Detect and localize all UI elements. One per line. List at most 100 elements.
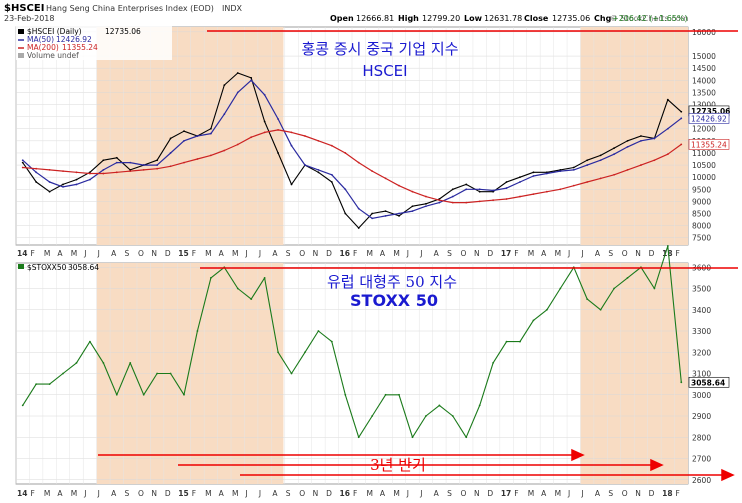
stoxx50-point [169, 372, 172, 375]
hscei-point [357, 227, 360, 229]
hscei-x-tick-label: S [286, 249, 291, 258]
hscei-point [425, 205, 427, 208]
stoxx50-x-tick-label: J [97, 489, 100, 498]
hscei-point [586, 181, 589, 183]
hscei-x-tick-label: M [44, 249, 50, 258]
hscei-x-tick-label: J [580, 249, 583, 258]
stoxx50-point [156, 372, 159, 375]
hscei-x-tick-label: A [541, 249, 547, 258]
stoxx50-point [21, 404, 24, 407]
hscei-point [411, 210, 414, 212]
hscei-x-tick-label: F [30, 249, 34, 258]
hscei-point [183, 161, 185, 164]
hscei-point [48, 181, 51, 183]
hscei-point [196, 135, 199, 137]
hscei-x-tick-label: M [232, 249, 238, 258]
hscei-point [586, 164, 589, 166]
hscei-price-box [688, 139, 730, 150]
hscei-point [478, 200, 481, 203]
stoxx50-point [425, 415, 427, 417]
stoxx50-x-tick-label: A [541, 489, 547, 498]
hscei-x-tick-label: 14 [17, 249, 27, 258]
stoxx50-y-tick-label: 2700 [692, 455, 711, 464]
stoxx50-y-tick-label: 2900 [692, 412, 711, 421]
stoxx50-point [250, 298, 253, 301]
hscei-point [451, 195, 454, 198]
open-label: Open [330, 14, 354, 23]
hscei-point [250, 136, 253, 139]
hscei-point [613, 153, 615, 156]
hscei-x-tick-label: M [366, 249, 372, 258]
hscei-point [599, 154, 602, 157]
hscei-point [532, 193, 535, 196]
hscei-point [142, 164, 145, 166]
hscei-point [129, 161, 132, 164]
hscei-point [75, 171, 78, 174]
hscei-x-tick-label: O [138, 249, 144, 258]
stoxx50-x-tick-label: J [580, 489, 583, 498]
hscei-point [35, 167, 38, 170]
hscei-point [236, 72, 239, 74]
hscei-x-tick-label: J [419, 249, 422, 258]
hscei-point [62, 183, 64, 186]
hscei-point [304, 135, 306, 137]
hscei-point [156, 159, 159, 162]
hscei-x-tick-label: A [434, 249, 440, 258]
chg-label: Chg [594, 14, 612, 23]
stoxx50-x-tick-label: S [125, 489, 130, 498]
hscei-x-tick-label: J [258, 249, 261, 258]
hscei-point [236, 143, 239, 146]
hscei-point [129, 170, 132, 173]
hscei-point [559, 188, 562, 191]
stoxx50-x-tick-label: J [83, 489, 86, 498]
hscei-x-tick-label: O [461, 249, 467, 258]
stoxx50-x-tick-label: A [272, 489, 278, 498]
stoxx50-x-tick-label: A [219, 489, 225, 498]
hscei-point [89, 178, 91, 181]
legend-stoxx-name: $STOXX50 [27, 263, 67, 272]
hscei-x-tick-label: N [151, 249, 157, 258]
hscei-point [451, 201, 454, 204]
hscei-point [613, 147, 615, 150]
hscei-highlight-band-1 [96, 27, 284, 245]
stoxx50-y-tick-label: 3400 [692, 306, 711, 315]
hscei-point [102, 159, 105, 162]
stoxx50-price-box [688, 376, 730, 388]
stoxx50-point [505, 340, 508, 343]
hscei-x-tick-label: O [299, 249, 305, 258]
stoxx50-point [532, 319, 535, 322]
hscei-point [263, 131, 266, 134]
hscei-point [357, 207, 360, 210]
stoxx50-point [344, 393, 347, 396]
low-label: Low [464, 14, 483, 23]
hscei-point [411, 205, 414, 208]
top-title-korean: 홍콩 증시 중국 기업 지수 [301, 40, 458, 58]
hscei-point [250, 79, 253, 82]
hscei-point [666, 127, 669, 130]
hscei-panel: 7500800085009000950010000105001100011500… [15, 26, 730, 258]
hscei-point [371, 212, 374, 215]
hscei-x-tick-label: J [244, 249, 247, 258]
hscei-x-tick-label: S [447, 249, 452, 258]
hscei-x-tick-label: N [635, 249, 641, 258]
hscei-point [21, 166, 24, 169]
stoxx50-point [666, 245, 669, 247]
hscei-point [209, 132, 212, 135]
hscei-point [465, 188, 468, 191]
header-date: 23-Feb-2018 [4, 14, 54, 23]
hscei-point [478, 188, 481, 191]
stoxx50-point [599, 308, 602, 311]
stoxx50-point [304, 351, 306, 354]
hscei-y-tick-label: 11000 [692, 149, 716, 158]
stoxx50-x-tick-label: M [205, 489, 211, 498]
stoxx50-x-tick-label: N [151, 489, 157, 498]
stoxx50-point [196, 330, 199, 332]
hscei-point [613, 173, 615, 176]
hscei-point [505, 198, 508, 200]
hscei-point [572, 184, 575, 187]
stoxx50-point [465, 436, 468, 439]
hscei-y-tick-label: 13000 [692, 101, 716, 110]
stoxx50-point [236, 287, 239, 290]
hscei-legend: $HSCEI (Daily) 12735.06 MA(50) 12426.92 … [16, 26, 172, 60]
hscei-series-ma200-line [22, 129, 682, 204]
